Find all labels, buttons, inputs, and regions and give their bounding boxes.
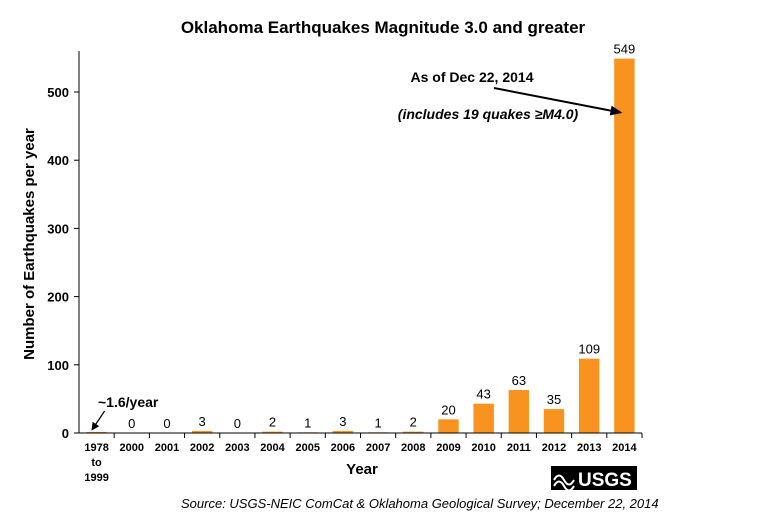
x-tick-label: 2011: [507, 442, 531, 454]
data-label: 109: [578, 342, 600, 357]
y-axis-label: Number of Earthquakes per year: [21, 128, 38, 360]
bar-2002: [191, 430, 213, 433]
x-tick-label: 1999: [84, 472, 108, 484]
x-tick-label: 2007: [366, 442, 390, 454]
bar-2012: [543, 409, 565, 433]
data-label: 63: [512, 373, 526, 388]
annotation-2014-m4-note: (includes 19 quakes ≥M4.0): [398, 106, 579, 122]
bar-2011: [508, 390, 530, 433]
x-axis-label: Year: [346, 461, 378, 478]
usgs-logo-text: USGS: [578, 470, 632, 491]
data-label: 0: [163, 416, 170, 431]
x-tick-label: 1978: [84, 442, 108, 454]
data-label: 2: [269, 415, 276, 430]
chart-title: Oklahoma Earthquakes Magnitude 3.0 and g…: [181, 18, 586, 37]
x-tick-label: 2002: [190, 442, 214, 454]
y-tick-label: 0: [62, 426, 69, 441]
source-credit: Source: USGS-NEIC ComCat & Oklahoma Geol…: [181, 496, 659, 511]
x-tick-label: 2009: [436, 442, 460, 454]
x-tick-label: 2012: [542, 442, 566, 454]
bar-2008: [403, 431, 424, 433]
usgs-wave-icon: [553, 474, 575, 492]
data-label: 1: [304, 415, 311, 430]
annotation-2014: As of Dec 22, 2014 (includes 19 quakes ≥…: [398, 69, 623, 122]
annotation-historical-rate-text: ~1.6/year: [98, 394, 159, 410]
y-tick-label: 400: [47, 153, 69, 168]
usgs-logo: USGS: [551, 466, 637, 492]
x-tick-label: to: [91, 457, 102, 469]
annotation-2014-date: As of Dec 22, 2014: [411, 69, 534, 85]
x-tick-label: 2004: [260, 442, 285, 454]
x-tick-label: 2010: [471, 442, 495, 454]
x-tick-labels: 1978 to 1999 2000 2001 2002 2003 2004 2005 2006 20…: [84, 433, 643, 484]
data-label: 0: [128, 416, 135, 431]
annotation-2014-arrow: [493, 87, 623, 116]
x-tick-label: 2000: [120, 442, 144, 454]
y-axis-ticks: 0 100 200 300 400 500: [47, 85, 79, 441]
x-tick-label: 2001: [155, 442, 179, 454]
data-label: 3: [199, 414, 206, 429]
x-tick-label: 2005: [295, 442, 319, 454]
data-label: 35: [547, 392, 561, 407]
data-label: 2: [410, 415, 417, 430]
bar-2014: [614, 58, 635, 433]
bar-2013: [579, 358, 600, 433]
annotation-historical-rate: ~1.6/year: [91, 394, 159, 431]
x-tick-label: 2013: [577, 442, 601, 454]
data-label: 3: [339, 414, 346, 429]
data-label: 43: [476, 387, 490, 402]
data-label: 20: [441, 402, 455, 417]
annotation-historical-rate-arrow: [91, 410, 106, 431]
bars: [86, 58, 635, 433]
y-tick-label: 100: [47, 358, 69, 373]
x-tick-label: 2014: [612, 442, 637, 454]
data-label: 1: [374, 415, 381, 430]
x-tick-label: 2003: [225, 442, 249, 454]
x-tick-label: 2006: [331, 442, 355, 454]
bar-2006: [332, 430, 354, 433]
y-tick-label: 500: [47, 85, 69, 100]
value-labels: 0 0 3 0 2 1 3 1 2 20 43 63 35 109 549: [128, 42, 635, 431]
x-tick-label: 2008: [401, 442, 425, 454]
data-label: 549: [614, 42, 636, 57]
y-tick-label: 200: [47, 290, 69, 305]
bar-2004: [262, 431, 283, 433]
data-label: 0: [234, 416, 241, 431]
bar-1978-to-1999: [86, 431, 107, 433]
y-tick-label: 300: [47, 221, 69, 236]
bar-2010: [473, 403, 494, 433]
bar-2009: [438, 419, 459, 433]
